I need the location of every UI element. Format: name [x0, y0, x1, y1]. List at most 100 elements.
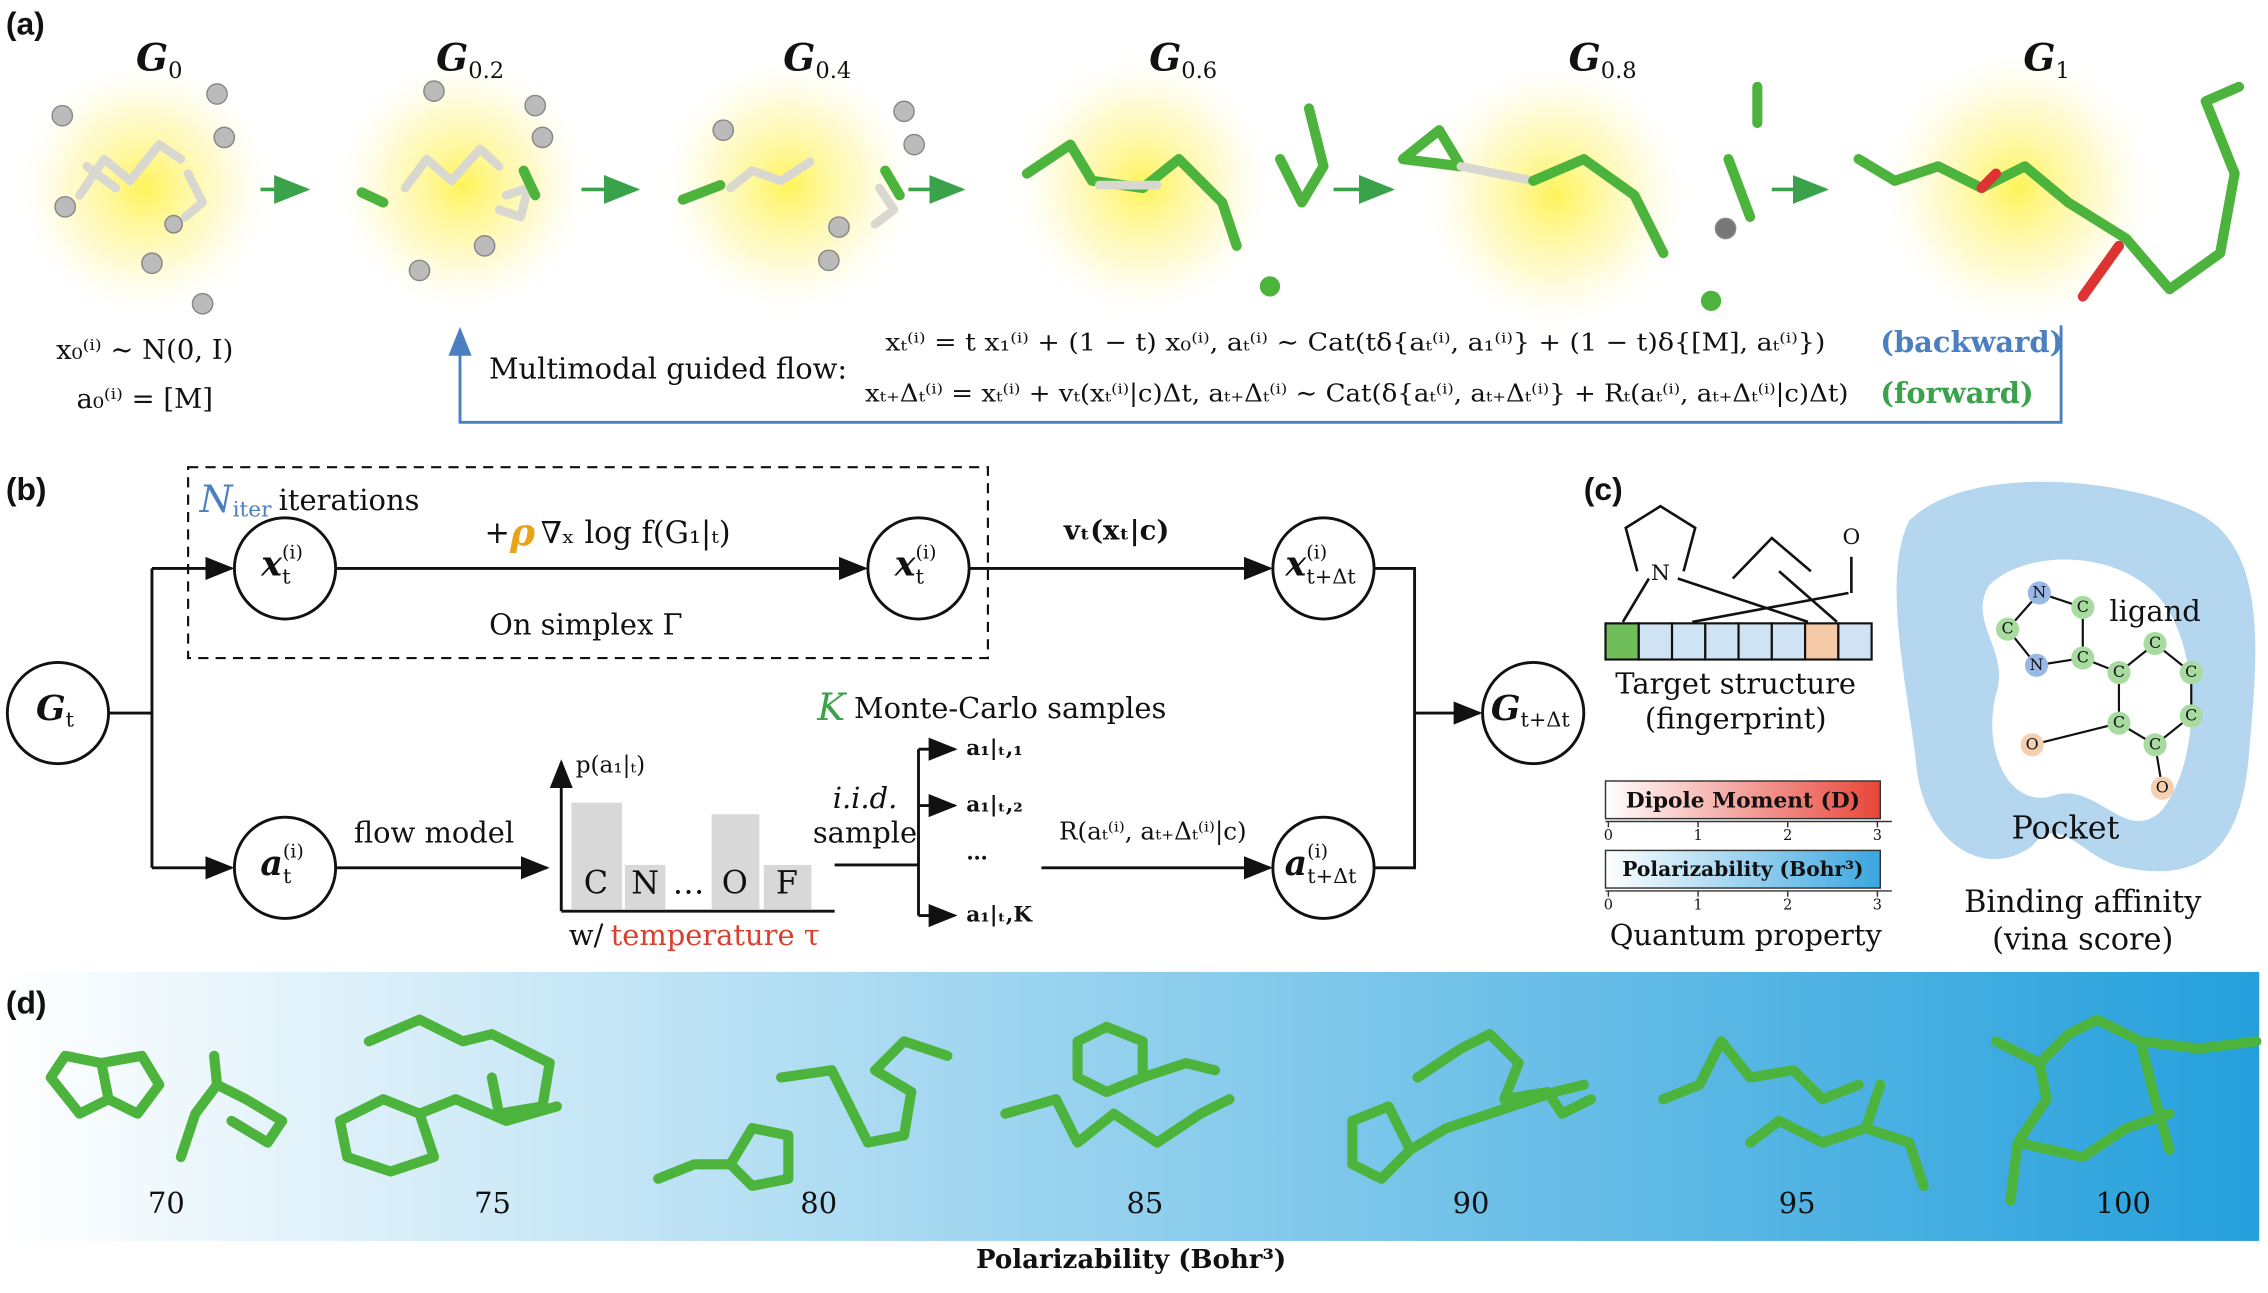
bond — [2031, 722, 2120, 746]
stage-label: G0.8 — [1569, 35, 1637, 84]
atom-label: O — [2156, 778, 2169, 797]
fingerprint-structures — [1621, 504, 1853, 624]
velocity: vₜ(xₜ|c) — [1063, 515, 1169, 547]
atom — [2071, 646, 2095, 670]
mc-samples: K Monte-Carlo samples — [816, 685, 1166, 729]
tick-label: 3 — [1873, 828, 1882, 844]
panel-label: (d) — [6, 985, 47, 1021]
value-label: 90 — [1453, 1186, 1490, 1220]
node — [1271, 815, 1376, 920]
atom — [2027, 581, 2051, 605]
node — [232, 516, 338, 621]
guidance: +ρ ∇ₓ log f(G₁|ₜ) — [484, 510, 730, 554]
value-label: 80 — [800, 1186, 837, 1220]
tick-label: 2 — [1783, 897, 1792, 913]
atom — [2143, 632, 2167, 656]
molecules-d — [45, 1014, 2262, 1206]
prob-label: p(a₁|ₜ) — [576, 753, 645, 779]
panel-label: (a) — [6, 5, 45, 41]
atom-label: N — [631, 864, 659, 902]
node — [5, 660, 111, 766]
iterations: Niter iterations — [199, 476, 420, 522]
sample-label: … — [966, 840, 988, 865]
value-label: 85 — [1126, 1186, 1163, 1220]
atom-label: C — [2149, 734, 2161, 753]
atom — [2020, 733, 2044, 757]
stage-label: G1 — [2023, 35, 2069, 84]
fingerprint — [1604, 622, 1873, 661]
atom-label: F — [776, 864, 798, 902]
stage-label: G0.6 — [1149, 35, 1217, 84]
atom-label: C — [2001, 619, 2013, 638]
atom — [2150, 776, 2174, 800]
dipole-label: Dipole Moment (D) — [1626, 788, 1860, 813]
atom — [2024, 653, 2049, 677]
iteration-box — [187, 466, 990, 660]
atom — [2071, 595, 2095, 620]
atom — [2179, 704, 2203, 728]
molecules-a — [51, 80, 2245, 315]
atom-label: … — [673, 864, 705, 902]
affinity-title: Binding affinity — [1964, 885, 2202, 920]
quantum-label: Quantum property — [1610, 918, 1883, 952]
ring-atom: N — [1651, 561, 1670, 586]
dipole-bar — [1604, 780, 1882, 820]
tick-label: 1 — [1693, 897, 1702, 913]
prior-x: x₀⁽ⁱ⁾ ∼ N(0, I) — [56, 335, 233, 366]
sample-label: a₁|ₜ,₂ — [966, 793, 1023, 818]
tag-backward: (backward) — [1880, 325, 2063, 359]
rate: R(aₜ⁽ⁱ⁾, aₜ₊Δₜ⁽ⁱ⁾|c) — [1059, 817, 1247, 847]
node-label: Gt+Δt — [1491, 688, 1570, 731]
stage-label: G0.4 — [783, 35, 851, 84]
axis-label: Polarizability (Bohr³) — [976, 1245, 1286, 1275]
atom-label: C — [2149, 633, 2161, 652]
node — [1271, 516, 1376, 621]
panel-label: (b) — [6, 471, 47, 507]
atom — [2107, 711, 2131, 735]
atom — [2179, 660, 2203, 685]
tick-label: 0 — [1604, 828, 1613, 844]
sample-label: a₁|ₜ,K — [966, 903, 1033, 928]
value-label: 95 — [1779, 1186, 1816, 1220]
temperature: w/temperature τ — [569, 918, 820, 952]
atom-label: C — [2077, 648, 2089, 667]
node — [1481, 660, 1586, 766]
flow-model: flow model — [354, 816, 514, 850]
atom — [2143, 733, 2167, 757]
atom-label: C — [2185, 662, 2197, 681]
atom — [1996, 617, 2020, 641]
node — [232, 815, 338, 920]
flow-label: Multimodal guided flow: — [489, 351, 847, 385]
equation-backward: xₜ⁽ⁱ⁾ = t x₁⁽ⁱ⁾ + (1 − t) x₀⁽ⁱ⁾, aₜ⁽ⁱ⁾ ∼… — [885, 328, 1825, 357]
chain-atom: O — [1842, 525, 1860, 550]
tick-label: 3 — [1873, 897, 1882, 913]
node-label: Gt — [36, 688, 75, 731]
atom-label: O — [2026, 734, 2039, 753]
sample: sample — [813, 816, 917, 850]
tick-label: 2 — [1783, 828, 1792, 844]
node-label: x(i) t — [260, 540, 303, 588]
node-label: a(i) t — [260, 840, 304, 888]
fp-title: Target structure — [1615, 667, 1856, 701]
atom-label: N — [2030, 655, 2044, 674]
equation-forward: xₜ₊Δₜ⁽ⁱ⁾ = xₜ⁽ⁱ⁾ + vₜ(xₜ⁽ⁱ⁾|c)Δt, aₜ₊Δₜ⁽… — [865, 378, 1848, 408]
stage-label: G0 — [136, 35, 182, 84]
tag-forward: (forward) — [1880, 376, 2033, 410]
tick-label: 0 — [1604, 897, 1613, 913]
atom — [2107, 660, 2131, 685]
atom-label: C — [2113, 713, 2125, 732]
sample-label: a₁|ₜ,₁ — [966, 736, 1023, 761]
fp-subtitle: (fingerprint) — [1645, 701, 1827, 735]
pocket-label: Pocket — [2011, 809, 2119, 847]
flow-loop — [448, 325, 2063, 424]
node-label: a(i) t+Δt — [1285, 840, 1358, 888]
atom-label: C — [584, 864, 608, 902]
panel-label: (c) — [1584, 471, 1623, 507]
polar-bar — [1604, 849, 1882, 889]
value-label: 100 — [2096, 1186, 2151, 1220]
value-label: 75 — [474, 1186, 511, 1220]
glows — [17, 50, 2156, 329]
atom-label: C — [2113, 662, 2125, 681]
value-label: 70 — [148, 1186, 185, 1220]
